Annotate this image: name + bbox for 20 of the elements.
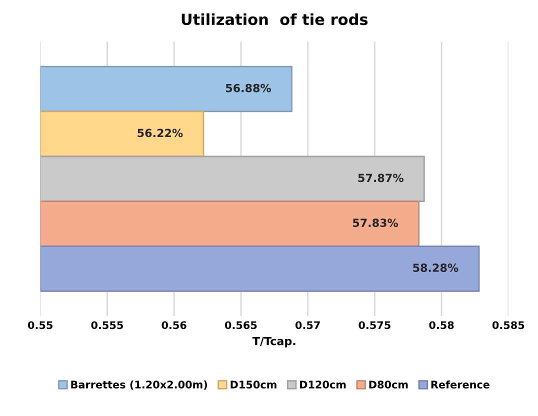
data-label: 56.22% bbox=[138, 128, 183, 138]
legend-label: Barrettes (1.20x2.00m) bbox=[71, 380, 208, 390]
data-label: 57.83% bbox=[353, 218, 398, 228]
data-label: 57.87% bbox=[358, 174, 404, 182]
x-tick-label: 0.56 bbox=[162, 321, 186, 330]
x-tick-label: 0.575 bbox=[358, 321, 390, 330]
x-tick-label: 0.57 bbox=[295, 321, 320, 330]
data-label: 58.28% bbox=[413, 264, 458, 272]
x-tick-label: 0.565 bbox=[224, 321, 257, 330]
x-tick-label: 0.55 bbox=[28, 321, 52, 330]
legend-label: D80cm bbox=[369, 380, 408, 389]
data-label: 56.88% bbox=[226, 84, 272, 92]
x-tick-label: 0.58 bbox=[429, 321, 454, 330]
legend-label: D120cm bbox=[300, 380, 346, 389]
chart-title: Utilization of tie rods bbox=[182, 13, 368, 26]
x-tick-label: 0.555 bbox=[91, 321, 123, 330]
legend-label: Reference bbox=[431, 380, 490, 389]
legend-label: D150cm bbox=[230, 380, 276, 389]
x-axis-title: T/Tcap. bbox=[252, 337, 296, 348]
x-tick-label: 0.585 bbox=[492, 321, 524, 330]
